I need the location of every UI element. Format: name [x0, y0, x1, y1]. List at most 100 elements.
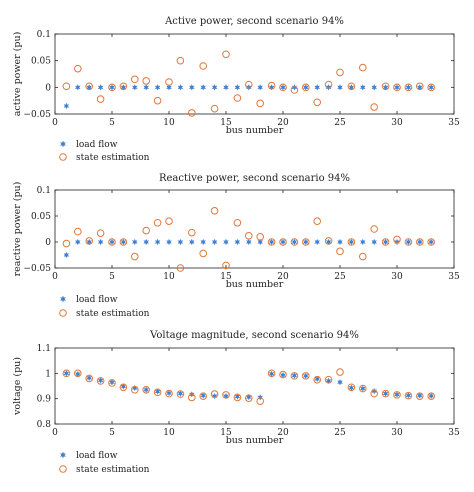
y-tick-label: 0.05	[31, 212, 51, 222]
load-flow-point	[188, 238, 195, 246]
load-flow-point	[166, 83, 172, 91]
load-flow-point	[188, 83, 195, 91]
legend-label-state-estimation: state estimation	[76, 465, 150, 475]
state-estimation-point	[85, 82, 93, 91]
state-estimation-point	[290, 238, 299, 246]
load-flow-point	[405, 83, 412, 91]
state-estimation-point	[165, 217, 173, 225]
load-flow-point	[143, 83, 150, 91]
load-flow-point	[428, 392, 435, 400]
y-tick-label: 0.9	[37, 395, 52, 405]
state-estimation-point	[74, 227, 82, 236]
state-estimation-point	[74, 64, 82, 73]
state-estimation-point	[108, 83, 116, 92]
state-estimation-point	[416, 392, 424, 400]
state-estimation-point	[233, 393, 242, 402]
state-estimation-point	[233, 94, 242, 102]
x-tick-label: 10	[163, 272, 175, 282]
state-estimation-point	[233, 218, 242, 227]
state-estimation-point	[131, 386, 139, 394]
load-flow-point	[371, 238, 378, 246]
load-flow-point	[86, 83, 93, 91]
state-estimation-point	[347, 383, 356, 392]
x-tick-label: 25	[334, 118, 346, 128]
load-flow-point	[325, 238, 332, 246]
legend-marker-state-estimation	[59, 153, 67, 161]
x-tick-label: 20	[277, 428, 289, 438]
chart-title: Active power, second scenario 94%	[164, 16, 344, 27]
x-tick-label: 35	[448, 272, 460, 282]
x-tick-label: 30	[391, 428, 403, 438]
state-estimation-point	[302, 238, 310, 246]
chart-panel-2: Reactive power, second scenario 94% 0 5 10 1…	[12, 173, 460, 319]
state-estimation-point	[176, 56, 185, 65]
load-flow-point	[394, 83, 400, 91]
x-axis-label: bus number	[226, 435, 284, 446]
load-flow-point	[359, 83, 366, 91]
state-estimation-point	[404, 238, 413, 246]
load-flow-point	[291, 238, 298, 246]
y-tick-label: 1	[45, 369, 51, 379]
state-estimation-point	[210, 104, 219, 113]
x-tick-label: 30	[391, 272, 403, 282]
y-axis-label: voltage (pu)	[12, 357, 23, 416]
load-flow-point	[314, 238, 321, 246]
state-estimation-point	[416, 238, 424, 246]
load-flow-point	[63, 251, 70, 259]
load-flow-point	[382, 390, 389, 397]
x-tick-label: 15	[220, 272, 232, 282]
load-flow-point	[428, 83, 435, 91]
state-estimation-point	[267, 369, 276, 378]
state-estimation-point	[153, 218, 162, 227]
state-estimation-point	[324, 375, 333, 384]
load-flow-point	[63, 369, 70, 377]
state-estimation-point	[245, 231, 253, 240]
state-estimation-point	[302, 372, 310, 380]
state-estimation-point	[74, 369, 82, 378]
state-estimation-point	[347, 82, 356, 91]
load-flow-point	[131, 384, 138, 392]
state-estimation-point	[165, 78, 173, 86]
state-estimation-point	[119, 383, 128, 392]
load-flow-point	[359, 385, 366, 392]
y-tick-label: −0.05	[23, 264, 51, 274]
legend-marker-load-flow	[59, 140, 67, 148]
x-axis-label: bus number	[226, 279, 284, 290]
load-flow-point	[234, 238, 241, 246]
load-flow-point	[382, 238, 389, 246]
load-flow-point	[337, 83, 343, 91]
load-flow-point	[302, 238, 309, 246]
state-estimation-point	[188, 393, 196, 402]
load-flow-point	[337, 238, 343, 246]
state-estimation-point	[381, 82, 390, 91]
state-estimation-point	[199, 62, 207, 70]
state-estimation-point	[222, 50, 230, 59]
state-estimation-point	[176, 390, 185, 398]
load-flow-point	[405, 392, 412, 399]
x-tick-label: 5	[109, 118, 115, 128]
load-flow-point	[131, 238, 138, 246]
x-tick-label: 10	[163, 428, 175, 438]
state-estimation-point	[416, 82, 424, 91]
state-estimation-point	[62, 239, 71, 248]
load-flow-point	[394, 391, 400, 398]
load-flow-point	[325, 83, 332, 91]
state-estimation-point	[256, 397, 265, 406]
state-estimation-point	[279, 83, 287, 92]
x-tick-label: 20	[277, 272, 289, 282]
state-estimation-point	[153, 96, 162, 105]
x-tick-label: 10	[163, 118, 175, 128]
load-flow-point	[97, 83, 104, 91]
x-tick-label: 25	[334, 272, 346, 282]
state-estimation-point	[267, 81, 276, 90]
state-estimation-point	[96, 229, 105, 237]
legend-marker-load-flow	[59, 295, 67, 303]
legend-marker-state-estimation	[59, 309, 67, 317]
state-estimation-point	[188, 109, 196, 117]
state-estimation-point	[381, 389, 390, 398]
state-estimation-point	[131, 252, 139, 261]
state-estimation-point	[199, 249, 207, 258]
legend-label-load-flow: load flow	[76, 295, 118, 305]
load-flow-point	[154, 83, 161, 91]
state-estimation-point	[324, 237, 333, 245]
